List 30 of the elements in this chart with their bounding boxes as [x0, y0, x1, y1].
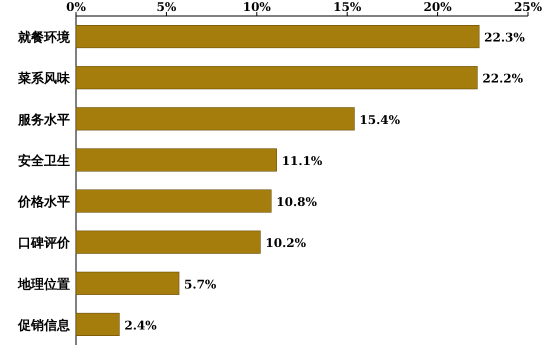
x-tick-label: 0%	[66, 0, 86, 14]
y-tick-label: 地理位置	[17, 277, 70, 292]
bar	[76, 312, 120, 336]
y-tick-label: 口碑评价	[18, 236, 71, 252]
x-tick-label: 5%	[156, 0, 177, 14]
x-tick-label: 20%	[424, 0, 452, 14]
data-label: 15.4%	[359, 112, 401, 127]
y-tick-label: 安全卫生	[18, 152, 70, 169]
data-label: 2.4%	[124, 318, 158, 332]
bar	[76, 148, 277, 172]
bar	[76, 190, 272, 213]
data-label: 10.2%	[265, 236, 307, 250]
bar	[76, 66, 478, 90]
data-label: 11.1%	[282, 154, 323, 168]
y-tick-label: 菜系风味	[17, 70, 71, 87]
bar	[76, 107, 355, 130]
x-tick-label: 15%	[333, 0, 362, 14]
bar	[76, 272, 180, 295]
y-tick-label: 价格水平	[17, 195, 70, 210]
x-tick-label: 25%	[514, 0, 543, 14]
bar	[76, 25, 480, 48]
data-label: 22.3%	[484, 30, 526, 45]
bar	[76, 230, 261, 254]
data-label: 5.7%	[184, 277, 217, 292]
data-label: 22.2%	[482, 72, 524, 86]
y-tick-label: 服务水平	[17, 112, 70, 128]
x-tick-label: 10%	[242, 0, 272, 14]
y-tick-label: 就餐环境	[17, 30, 71, 46]
data-label: 10.8%	[276, 195, 318, 210]
y-tick-label: 促销信息	[17, 317, 71, 334]
